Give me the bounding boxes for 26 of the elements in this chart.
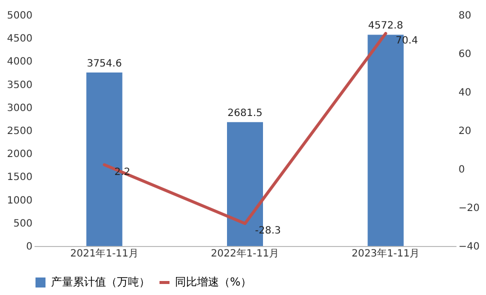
data-label: 4572.8: [368, 20, 404, 32]
y-tick-label: 4000: [7, 56, 32, 68]
x-tick-label: 2023年1-11月: [352, 248, 420, 260]
y2-tick-label: 40: [458, 88, 472, 98]
y-tick-label: 5000: [7, 10, 32, 22]
y-tick-label: 0: [26, 242, 32, 252]
y2-tick-label: −40: [458, 242, 480, 252]
data-label: 2681.5: [228, 108, 262, 120]
legend-label: 同比增速（%）: [175, 276, 252, 288]
x-tick-label: 2022年1-11月: [210, 248, 280, 260]
y-tick-label: 2500: [7, 126, 32, 137]
y2-tick-label: −20: [458, 203, 480, 214]
y2-tick-label: 80: [458, 10, 472, 22]
x-tick-label: 2021年1-11月: [70, 248, 138, 260]
y2-tick-label: 0: [458, 164, 465, 176]
data-label: 3754.6: [86, 58, 122, 70]
y2-tick-label: 60: [458, 49, 472, 60]
y-tick-label: 4500: [7, 34, 32, 45]
y-tick-label: 500: [13, 218, 32, 230]
y2-tick-label: 20: [458, 126, 472, 137]
y-tick-label: 1000: [7, 195, 32, 206]
y-tick-label: 3000: [7, 102, 32, 114]
y-tick-label: 1500: [7, 172, 32, 184]
legend-label: 产量累计值（万吨）: [51, 276, 150, 288]
y-tick-label: 2000: [7, 149, 32, 160]
y-tick-label: 3500: [7, 80, 32, 91]
